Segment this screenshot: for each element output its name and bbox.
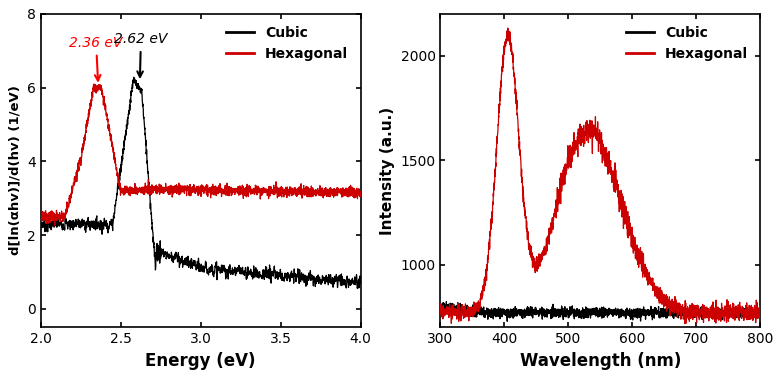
Legend: Cubic, Hexagonal: Cubic, Hexagonal [221, 21, 353, 67]
X-axis label: Wavelength (nm): Wavelength (nm) [520, 352, 681, 370]
Text: 2.36 eV: 2.36 eV [70, 36, 123, 81]
X-axis label: Energy (eV): Energy (eV) [145, 352, 256, 370]
Legend: Cubic, Hexagonal: Cubic, Hexagonal [620, 21, 754, 67]
Text: 2.62 eV: 2.62 eV [114, 33, 167, 77]
Y-axis label: Intensity (a.u.): Intensity (a.u.) [380, 107, 395, 235]
Y-axis label: d[ln(αhv)]/d(hv) (1/eV): d[ln(αhv)]/d(hv) (1/eV) [9, 85, 21, 256]
